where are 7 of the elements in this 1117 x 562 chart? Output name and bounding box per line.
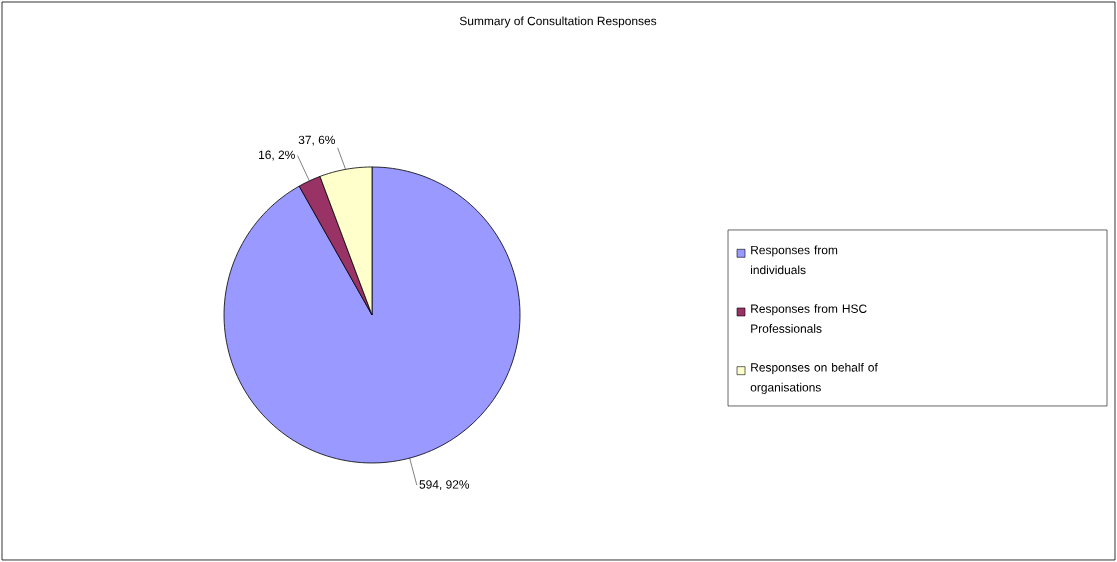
data-label: 16, 2% bbox=[259, 150, 295, 161]
chart-title: Summary of Consultation Responses bbox=[459, 16, 657, 28]
legend-label: Responses from individuals bbox=[751, 245, 838, 275]
data-label: 594, 92% bbox=[419, 480, 470, 491]
legend-label: Responses from HSC Professionals bbox=[751, 304, 867, 333]
legend-label: Responses on behalf of organisations bbox=[750, 362, 878, 394]
data-label: 37, 6% bbox=[298, 135, 335, 146]
